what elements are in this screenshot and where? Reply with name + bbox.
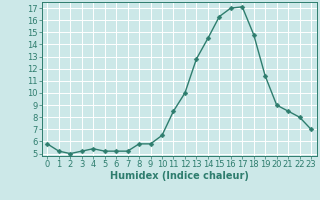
X-axis label: Humidex (Indice chaleur): Humidex (Indice chaleur) (110, 171, 249, 181)
